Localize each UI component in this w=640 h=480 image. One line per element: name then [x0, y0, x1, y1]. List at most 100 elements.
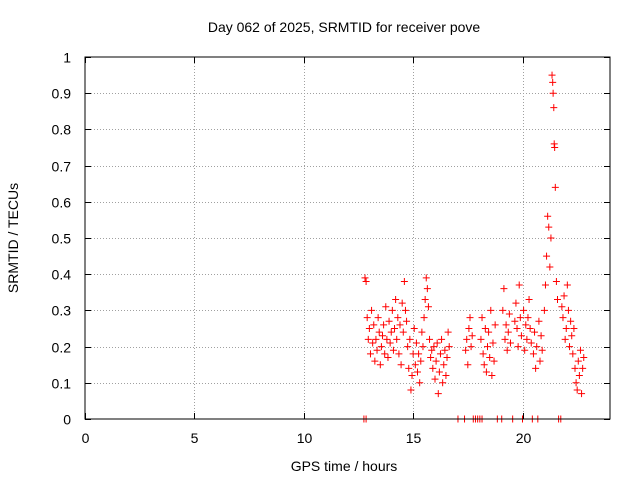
data-point	[365, 325, 373, 332]
data-point	[395, 350, 403, 358]
data-point	[361, 274, 369, 282]
data-point	[429, 364, 437, 372]
data-point	[511, 317, 519, 325]
data-point	[444, 328, 452, 336]
data-point	[371, 357, 379, 365]
data-point	[549, 78, 557, 86]
data-point	[465, 325, 473, 332]
data-point	[573, 386, 581, 394]
data-point	[568, 332, 576, 340]
y-tick-label: 0.9	[52, 86, 72, 102]
data-point	[370, 321, 378, 329]
data-point	[538, 346, 546, 354]
y-tick-label: 0	[63, 412, 71, 428]
data-point	[512, 299, 520, 307]
data-point	[431, 375, 439, 383]
data-point	[562, 325, 570, 332]
data-point	[531, 328, 539, 336]
data-point	[387, 328, 395, 336]
data-point	[420, 314, 428, 322]
x-tick-label: 20	[516, 430, 532, 446]
data-point	[491, 321, 499, 329]
data-point	[412, 339, 420, 347]
data-point	[490, 357, 498, 365]
data-point	[424, 303, 432, 311]
data-point	[580, 353, 588, 361]
data-point	[550, 104, 558, 112]
data-point	[374, 314, 382, 322]
data-point	[549, 89, 557, 97]
x-tick-label: 0	[82, 430, 90, 446]
data-point	[368, 306, 376, 314]
data-point	[505, 310, 513, 318]
y-tick-label: 0.6	[52, 195, 72, 211]
data-point	[526, 325, 534, 332]
data-point	[430, 343, 438, 351]
data-point	[408, 372, 416, 380]
data-point	[546, 263, 554, 271]
data-point	[363, 314, 371, 322]
data-point	[372, 335, 380, 343]
data-point	[467, 343, 475, 351]
data-point	[389, 346, 397, 354]
data-point	[517, 332, 525, 340]
data-point	[522, 321, 530, 329]
data-point	[567, 317, 575, 325]
data-point	[463, 335, 471, 343]
data-point	[366, 350, 374, 358]
data-point	[464, 361, 472, 369]
data-point	[439, 379, 447, 387]
grid	[85, 57, 610, 419]
data-point	[537, 332, 545, 340]
data-point	[559, 314, 567, 322]
data-point	[521, 346, 529, 354]
data-point	[514, 343, 522, 351]
data-point	[376, 361, 384, 369]
data-point	[548, 71, 556, 79]
data-point	[547, 234, 555, 242]
x-tick-label: 15	[406, 430, 422, 446]
data-point	[406, 335, 414, 343]
data-point	[398, 299, 406, 307]
data-point	[527, 339, 535, 347]
data-point	[407, 386, 415, 394]
axis-ticks	[85, 57, 610, 420]
data-point	[501, 335, 509, 343]
data-point	[500, 285, 508, 293]
data-point	[364, 335, 372, 343]
data-point	[417, 357, 425, 365]
data-point	[466, 314, 474, 322]
data-points	[360, 71, 588, 423]
data-point	[484, 343, 491, 351]
data-point	[525, 296, 533, 304]
data-point	[382, 303, 390, 311]
data-point	[535, 317, 543, 325]
chart-title: Day 062 of 2025, SRMTID for receiver pov…	[208, 19, 481, 35]
data-point	[416, 379, 424, 387]
data-point	[529, 350, 537, 358]
data-point	[480, 361, 488, 369]
y-tick-label: 0.2	[52, 340, 72, 356]
data-point	[445, 343, 453, 351]
data-point	[436, 350, 444, 358]
data-point	[560, 292, 568, 300]
data-point	[506, 339, 514, 347]
data-point	[488, 372, 496, 380]
data-point	[551, 183, 559, 191]
data-point	[564, 306, 572, 314]
data-point	[393, 335, 401, 343]
data-point	[400, 277, 408, 285]
data-point	[540, 306, 548, 314]
data-point	[434, 390, 442, 398]
data-point	[394, 314, 402, 322]
y-tick-label: 0.5	[52, 231, 72, 247]
y-tick-label: 0.7	[52, 159, 72, 175]
data-point	[369, 339, 377, 347]
data-point	[381, 350, 389, 358]
data-point	[427, 353, 435, 361]
data-point	[414, 368, 421, 376]
data-point	[373, 346, 381, 354]
data-point	[520, 306, 528, 314]
